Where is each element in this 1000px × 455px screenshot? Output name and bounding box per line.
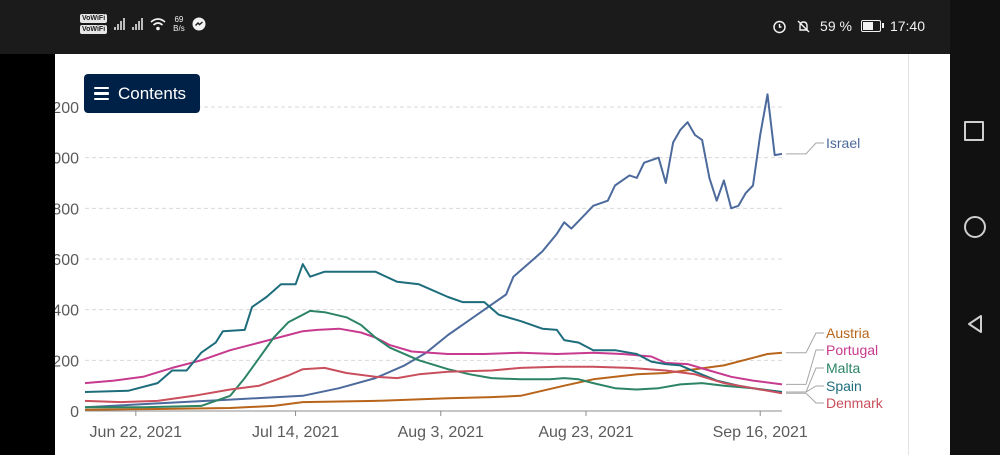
network-speed-unit: B/s — [173, 24, 185, 33]
wifi-icon — [150, 17, 166, 30]
y-tick-label: 1000 — [55, 151, 79, 168]
status-left-group: VoWiFi VoWiFi 69 B/s — [80, 14, 206, 34]
series-label-portugal: Portugal — [826, 342, 878, 358]
network-speed: 69 B/s — [173, 15, 185, 33]
vowifi-icon: VoWiFi VoWiFi — [80, 14, 108, 34]
x-tick-label: Jul 14, 2021 — [252, 424, 339, 441]
series-line-portugal — [84, 327, 783, 386]
x-tick-label: Sep 16, 2021 — [713, 424, 808, 441]
y-tick-label: 400 — [55, 303, 79, 320]
contents-button[interactable]: Contents — [84, 74, 200, 113]
x-tick-label: Jun 22, 2021 — [90, 424, 183, 441]
series-line-austria — [84, 351, 783, 411]
battery-percent: 59 % — [820, 18, 852, 34]
y-tick-label: 0 — [70, 404, 79, 421]
series-line-israel — [84, 93, 783, 409]
y-tick-label: 800 — [55, 201, 79, 218]
network-speed-value: 69 — [174, 15, 184, 24]
alarm-icon — [773, 20, 786, 33]
label-connector — [786, 142, 824, 155]
y-tick-label: 600 — [55, 252, 79, 269]
series-label-spain: Spain — [826, 378, 862, 394]
series-label-austria: Austria — [826, 325, 870, 341]
label-connector — [786, 385, 824, 393]
battery-icon — [860, 20, 884, 32]
circle-icon[interactable] — [964, 216, 986, 238]
signal-icon — [114, 18, 126, 30]
vowifi-label-1: VoWiFi — [80, 14, 108, 23]
y-tick-label: 1200 — [55, 100, 79, 117]
series-line-denmark — [84, 365, 783, 404]
x-tick-label: Aug 23, 2021 — [538, 424, 633, 441]
series-label-malta: Malta — [826, 360, 860, 376]
chart-page: 0 200 400 600 800 1000 1200 Jun 22, 2021 Jul 14,… — [55, 54, 908, 455]
triangle-back-icon[interactable] — [964, 313, 986, 335]
label-connector — [786, 392, 824, 404]
series-line-spain — [84, 263, 783, 393]
x-tick-label: Aug 3, 2021 — [398, 424, 484, 441]
signal-icon-2 — [132, 18, 144, 30]
navigation-bar — [950, 0, 1000, 455]
clock-time: 17:40 — [889, 18, 925, 34]
series-label-denmark: Denmark — [826, 395, 884, 411]
contents-label: Contents — [118, 83, 187, 103]
mute-icon — [797, 20, 810, 32]
messenger-icon — [192, 17, 206, 31]
label-connector — [786, 367, 824, 393]
status-bar: VoWiFi VoWiFi 69 B/s 59 % 17:40 — [0, 0, 1000, 54]
series-line-malta — [85, 309, 783, 409]
chart: 0 200 400 600 800 1000 1200 Jun 22, 2021 Jul 14,… — [55, 93, 884, 441]
vowifi-label-2: VoWiFi — [80, 25, 108, 34]
scrollbar-track[interactable] — [908, 54, 951, 455]
label-connector — [786, 349, 824, 385]
square-icon[interactable] — [964, 121, 984, 141]
y-tick-label: 200 — [55, 353, 79, 370]
series-label-israel: Israel — [826, 135, 860, 151]
status-right-group: 59 % 17:40 — [772, 18, 925, 34]
label-connector — [786, 332, 824, 354]
hamburger-icon — [94, 86, 109, 101]
